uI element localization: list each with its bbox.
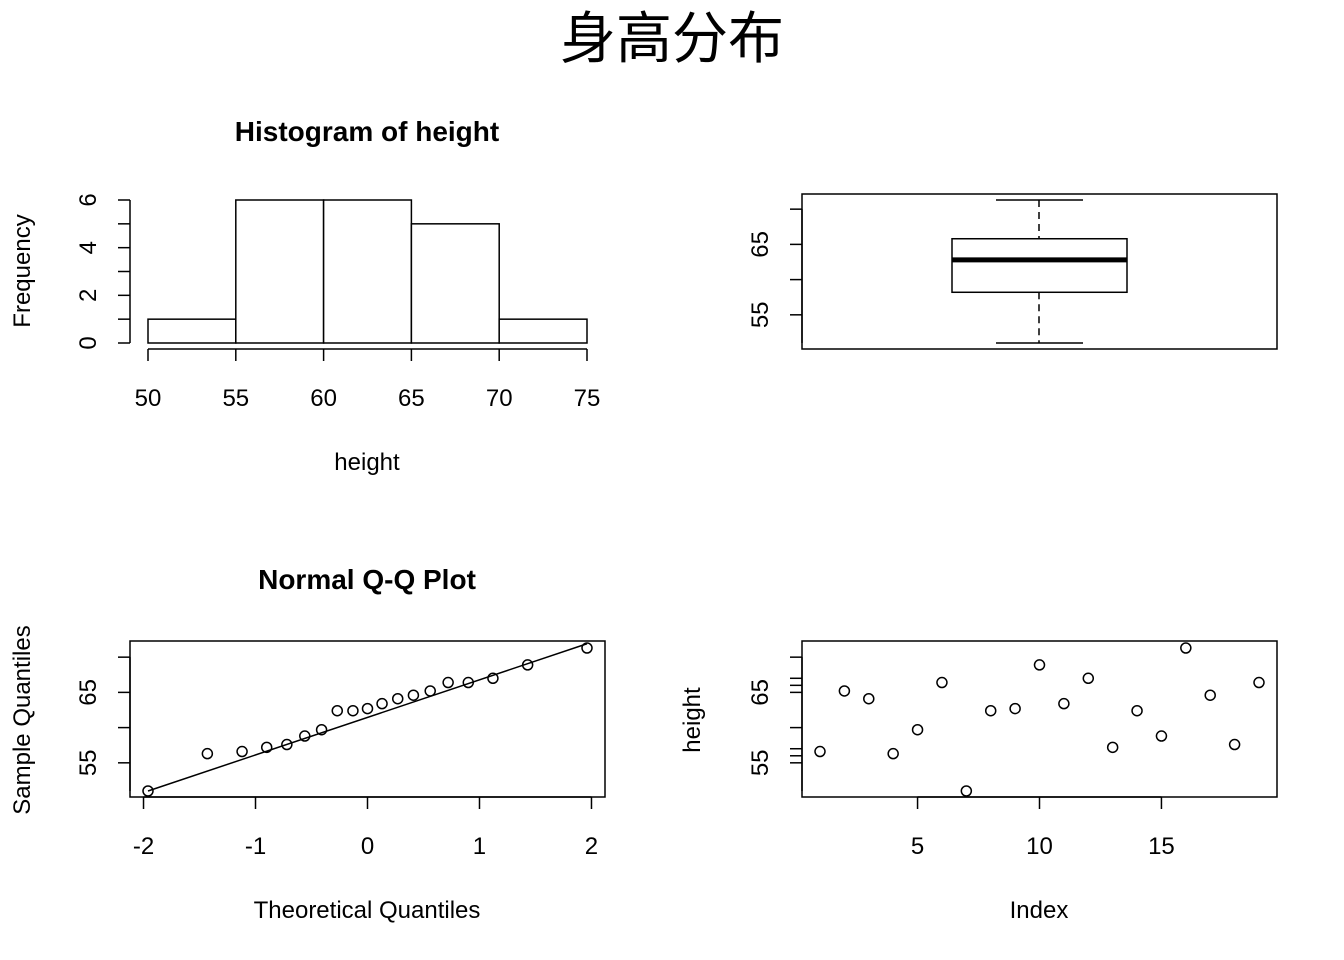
boxplot-panel: 55 65	[747, 193, 1278, 350]
qq-point	[487, 672, 499, 685]
qq-x-tick-label: 0	[361, 833, 374, 860]
index-point	[838, 685, 851, 697]
index-marks	[814, 642, 1265, 797]
index-x-tick-label: 10	[1026, 833, 1053, 860]
histogram-bar	[322, 199, 413, 344]
histogram-title: Histogram of height	[235, 116, 499, 147]
histogram-bar	[410, 223, 500, 344]
qq-point	[376, 697, 388, 710]
index-point	[863, 692, 875, 705]
histogram-ylabel: Frequency	[9, 214, 36, 327]
index-x-tick-label: 5	[911, 833, 924, 860]
index-point	[984, 704, 997, 717]
histogram-panel: Histogram of height height Frequency 50 5…	[9, 116, 600, 476]
qq-point	[442, 676, 454, 689]
qq-reference-line	[147, 643, 588, 792]
qq-x-tick-label: -1	[245, 833, 266, 860]
index-point	[1058, 697, 1070, 710]
qq-plot-panel: Normal Q-Q Plot Theoretical Quantiles Sa…	[9, 564, 606, 924]
boxplot-axes: 55 65	[747, 208, 803, 343]
histogram-x-tick-label: 65	[398, 385, 425, 412]
qq-axes: -2 -1 0 1 2 55 65	[75, 656, 598, 860]
index-y-tick-label: 55	[747, 749, 774, 776]
index-point	[814, 745, 826, 758]
index-x-tick-label: 15	[1148, 833, 1175, 860]
boxplot-y-tick-label: 55	[747, 301, 774, 328]
qq-point	[299, 730, 311, 742]
histogram-bar	[498, 318, 588, 344]
index-y-tick-label: 65	[747, 679, 774, 706]
index-point	[1204, 689, 1216, 701]
index-axes: 5 10 15 55 65	[747, 656, 1175, 860]
qq-xlabel: Theoretical Quantiles	[254, 897, 481, 924]
histogram-x-tick-label: 55	[222, 385, 249, 412]
histogram-y-tick-label: 0	[75, 336, 102, 349]
histogram-y-tick-label: 2	[75, 289, 102, 302]
qq-marks	[142, 642, 593, 797]
index-point	[1155, 730, 1168, 742]
index-ylabel: height	[679, 687, 706, 753]
qq-point	[361, 702, 374, 715]
index-point	[911, 723, 924, 736]
qq-title: Normal Q-Q Plot	[258, 564, 476, 595]
qq-point	[391, 692, 404, 705]
qq-point	[201, 747, 214, 760]
histogram-x-tick-label: 70	[486, 385, 513, 412]
qq-point	[331, 704, 344, 717]
qq-ylabel: Sample Quantiles	[9, 625, 36, 814]
index-point	[1009, 702, 1021, 715]
histogram-x-tick-label: 75	[574, 385, 601, 412]
histogram-xlabel: height	[334, 449, 400, 476]
index-point	[960, 785, 973, 797]
boxplot-box	[951, 237, 1128, 294]
qq-point	[581, 642, 593, 654]
qq-point	[260, 741, 273, 754]
qq-x-tick-label: 2	[585, 833, 598, 860]
histogram-axes: 50 55 60 65 70 75 0 2 4 6	[75, 193, 600, 412]
qq-y-tick-label: 55	[75, 749, 102, 776]
histogram-x-tick-label: 60	[310, 385, 337, 412]
histogram-bar	[235, 199, 325, 344]
index-xlabel: Index	[1010, 897, 1069, 924]
index-point	[936, 676, 948, 689]
qq-point	[236, 745, 248, 758]
qq-point	[407, 689, 420, 701]
qq-point	[281, 738, 293, 751]
index-point	[1033, 659, 1046, 671]
histogram-y-tick-label: 6	[75, 193, 102, 206]
index-point	[1131, 704, 1143, 717]
index-point	[1180, 642, 1192, 654]
index-point	[1253, 676, 1265, 689]
index-plot-panel: Index height 5 10 15 55 65	[679, 640, 1278, 924]
qq-point	[347, 704, 359, 717]
histogram-x-tick-label: 50	[135, 385, 162, 412]
qq-point	[521, 659, 534, 671]
histogram-bar	[147, 318, 237, 344]
figure-title: 身高分布	[560, 7, 784, 72]
qq-y-tick-label: 65	[75, 679, 102, 706]
boxplot-marks	[951, 199, 1128, 344]
qq-point	[315, 723, 328, 736]
qq-point	[424, 685, 436, 697]
qq-x-tick-label: -2	[133, 833, 154, 860]
histogram-bars	[147, 199, 588, 344]
index-point	[887, 747, 899, 760]
qq-point	[462, 676, 475, 689]
index-point	[1228, 738, 1241, 751]
qq-point	[142, 785, 154, 797]
qq-x-tick-label: 1	[473, 833, 486, 860]
histogram-y-tick-label: 4	[75, 241, 102, 254]
index-point	[1082, 672, 1095, 685]
index-point	[1106, 741, 1119, 754]
boxplot-y-tick-label: 65	[747, 231, 774, 258]
